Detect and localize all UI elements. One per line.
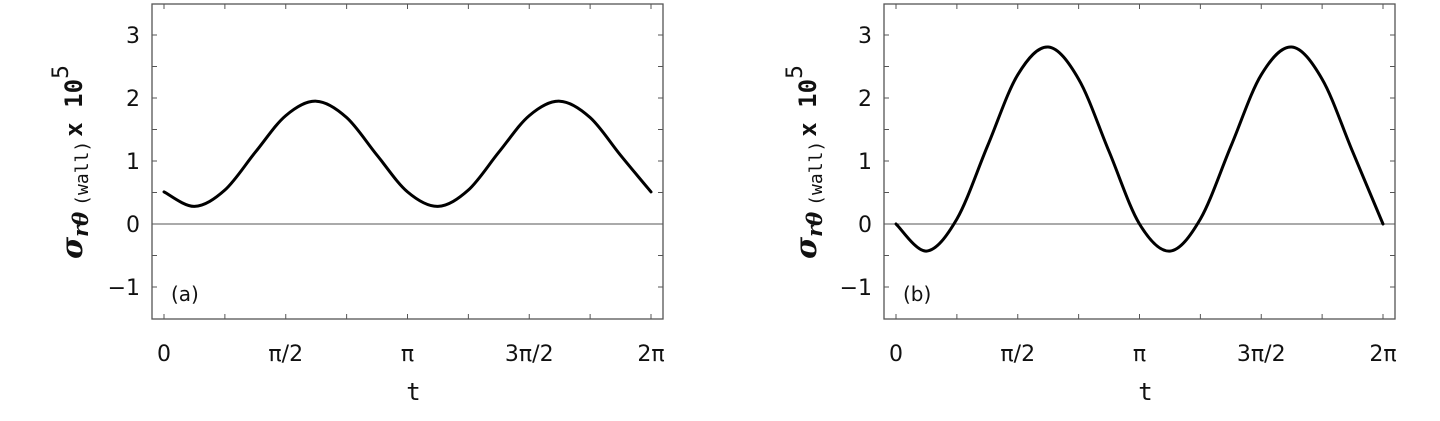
- y-label-exponent: 5: [49, 65, 74, 79]
- svg-text:π/2: π/2: [1000, 342, 1035, 367]
- svg-text:−1: −1: [840, 276, 872, 301]
- svg-text:−1: −1: [108, 276, 140, 301]
- y-tick-labels: −1 0 1 2 3: [840, 24, 872, 301]
- svg-text:π: π: [401, 342, 414, 367]
- chart-panel-b: 0 π/2 π 3π/2 2π −1 0 1 2 3 (b) t σrθ (wall) x 105: [783, 3, 1397, 406]
- y-label-subscript: rθ: [68, 212, 93, 237]
- x-tick-labels: 0 π/2 π 3π/2 2π: [889, 342, 1397, 367]
- y-label-exponent: 5: [783, 65, 808, 79]
- data-curve: [162, 99, 653, 208]
- svg-text:2: 2: [126, 87, 140, 112]
- plot-frame: [883, 3, 1396, 320]
- svg-text:σrθ(wall)x 105: σrθ (wall) x 105: [783, 65, 827, 259]
- y-label-qualifier: (wall): [806, 141, 827, 206]
- axis-ticks: [884, 4, 1395, 319]
- x-axis-label: t: [406, 378, 420, 406]
- svg-text:0: 0: [889, 342, 903, 367]
- axis-ticks: [152, 4, 663, 319]
- y-axis-label: σrθ (wall) x 105: [49, 65, 93, 259]
- svg-text:1: 1: [126, 150, 140, 175]
- svg-text:0: 0: [126, 213, 140, 238]
- x-axis-label: t: [1138, 378, 1152, 406]
- svg-text:0: 0: [157, 342, 171, 367]
- svg-text:3: 3: [126, 24, 140, 49]
- y-label-multiplier: x 10: [794, 79, 822, 137]
- svg-text:π: π: [1133, 342, 1146, 367]
- y-label-multiplier: x 10: [60, 79, 88, 137]
- data-curve: [894, 45, 1385, 253]
- y-label-symbol: σ: [55, 236, 90, 259]
- svg-text:3π/2: 3π/2: [505, 342, 554, 367]
- svg-text:σrθ(wall)x 105: σrθ (wall) x 105: [49, 65, 93, 259]
- y-label-subscript: rθ: [802, 212, 827, 237]
- svg-text:3: 3: [858, 24, 872, 49]
- y-label-symbol: σ: [789, 236, 824, 259]
- chart-panel-a: 0 π/2 π 3π/2 2π −1 0 1 2 3 (a) t σrθ (wall) x 105: [49, 3, 665, 406]
- x-tick-labels: 0 π/2 π 3π/2 2π: [157, 342, 665, 367]
- svg-text:2: 2: [858, 87, 872, 112]
- svg-text:2π: 2π: [637, 342, 664, 367]
- svg-text:1: 1: [858, 150, 872, 175]
- y-axis-label: σrθ (wall) x 105: [783, 65, 827, 259]
- svg-text:π/2: π/2: [268, 342, 303, 367]
- svg-text:0: 0: [858, 213, 872, 238]
- panel-label: (b): [903, 282, 931, 306]
- y-tick-labels: −1 0 1 2 3: [108, 24, 140, 301]
- svg-text:2π: 2π: [1369, 342, 1396, 367]
- y-label-qualifier: (wall): [72, 141, 93, 206]
- svg-text:3π/2: 3π/2: [1237, 342, 1286, 367]
- plot-frame: [151, 3, 664, 320]
- panel-label: (a): [171, 282, 199, 306]
